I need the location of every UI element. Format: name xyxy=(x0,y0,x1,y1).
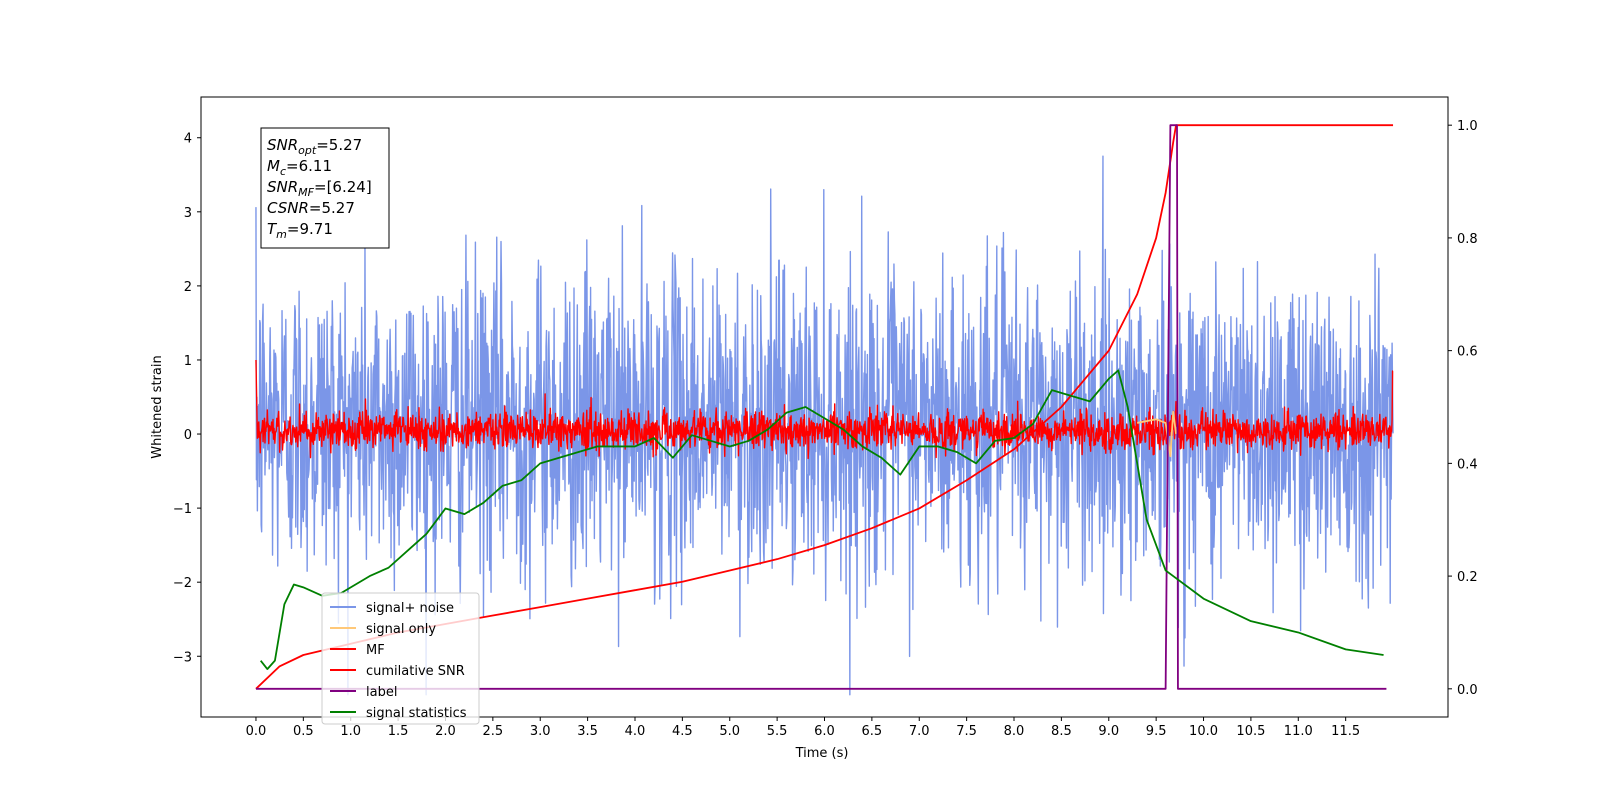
x-tick-label: 4.5 xyxy=(672,724,693,739)
annotation-subscript: m xyxy=(276,228,287,241)
y2-tick-label: 0.4 xyxy=(1457,457,1478,472)
annotation-line: Mc=6.11 xyxy=(267,157,332,178)
annotation-line: SNRMF=[6.24] xyxy=(267,178,372,199)
annotation-value: =5.27 xyxy=(309,199,355,217)
y-tick-label: −3 xyxy=(173,650,192,665)
x-tick-label: 5.0 xyxy=(719,724,740,739)
x-tick-label: 6.5 xyxy=(862,724,883,739)
annotation-subscript: opt xyxy=(298,144,317,157)
y-tick-label: 3 xyxy=(184,206,192,221)
annotation-symbol: M xyxy=(267,157,280,175)
y-tick-label: 0 xyxy=(184,428,192,443)
x-tick-label: 2.5 xyxy=(483,724,504,739)
y2-tick-label: 0.0 xyxy=(1457,683,1478,698)
series-line-signal-noise xyxy=(255,155,1394,696)
x-tick-label: 11.0 xyxy=(1284,724,1313,739)
x-axis-label: Time (s) xyxy=(795,746,849,761)
annotation-symbol: SNR xyxy=(267,136,298,154)
annotation-line: Tm=9.71 xyxy=(267,220,333,241)
x-tick-label: 6.0 xyxy=(814,724,835,739)
annotation-line: SNRopt=5.27 xyxy=(267,136,362,157)
annotation-subscript: MF xyxy=(298,186,314,199)
x-tick-label: 8.0 xyxy=(1004,724,1025,739)
annotation-value: =5.27 xyxy=(316,136,362,154)
legend-label: signal+ noise xyxy=(366,601,454,616)
y2-tick-label: 0.8 xyxy=(1457,232,1478,247)
legend-label: label xyxy=(366,685,397,700)
x-tick-label: 11.5 xyxy=(1331,724,1360,739)
annotation-symbol: SNR xyxy=(267,178,298,196)
x-tick-label: 8.5 xyxy=(1051,724,1072,739)
annotation-value: =9.71 xyxy=(287,220,333,238)
x-tick-label: 9.5 xyxy=(1146,724,1167,739)
y-tick-label: 1 xyxy=(184,354,192,369)
x-tick-label: 0.0 xyxy=(246,724,267,739)
x-tick-label: 4.0 xyxy=(625,724,646,739)
x-tick-label: 5.5 xyxy=(767,724,788,739)
y-tick-label: 2 xyxy=(184,280,192,295)
x-tick-label: 10.0 xyxy=(1189,724,1218,739)
y-axis-label: Whitened strain xyxy=(150,355,165,458)
stats-annotation-box: SNRopt=5.27Mc=6.11SNRMF=[6.24]CSNR=5.27T… xyxy=(260,127,390,249)
legend-label: signal statistics xyxy=(366,706,467,721)
legend-label: MF xyxy=(366,643,385,658)
legend-frame xyxy=(321,592,480,725)
legend-label: signal only xyxy=(366,622,436,637)
x-tick-label: 2.0 xyxy=(435,724,456,739)
x-tick-label: 1.0 xyxy=(340,724,361,739)
legend: signal+ noise signal only MF cumilative SNR… xyxy=(321,592,480,725)
annotation-value: =6.11 xyxy=(286,157,332,175)
annotation-symbol: CSNR xyxy=(267,199,309,217)
x-tick-label: 10.5 xyxy=(1236,724,1265,739)
annotation-subscript: c xyxy=(280,165,286,178)
x-tick-label: 7.5 xyxy=(956,724,977,739)
series-line-mf xyxy=(255,359,1394,460)
x-tick-label: 7.0 xyxy=(909,724,930,739)
y-tick-label: −1 xyxy=(173,502,192,517)
y-tick-label: 4 xyxy=(184,132,192,147)
annotation-frame xyxy=(260,127,390,249)
x-tick-label: 3.5 xyxy=(577,724,598,739)
series-line-signal-statistics xyxy=(259,369,1384,670)
x-tick-label: 0.5 xyxy=(293,724,314,739)
legend-label: cumilative SNR xyxy=(366,664,465,679)
y2-tick-label: 1.0 xyxy=(1457,119,1478,134)
x-tick-label: 9.0 xyxy=(1098,724,1119,739)
annotation-line: CSNR=5.27 xyxy=(267,199,355,217)
y-axis-right: 0.0 0.2 0.4 0.6 0.8 1.0 xyxy=(1448,119,1478,698)
x-tick-label: 1.5 xyxy=(388,724,409,739)
x-axis: 0.0 0.5 1.0 1.5 2.0 2.5 3.0 3.5 4.0 4.5 5.0 5.5 6.0 6… xyxy=(246,717,1360,739)
annotation-value: =[6.24] xyxy=(314,178,372,196)
series-line-label xyxy=(255,124,1387,690)
annotation-symbol: T xyxy=(267,220,278,238)
y2-tick-label: 0.6 xyxy=(1457,345,1478,360)
y-axis-left: 4 3 2 1 0 −1 −2 −3 xyxy=(173,132,201,665)
y2-tick-label: 0.2 xyxy=(1457,570,1478,585)
x-tick-label: 3.0 xyxy=(530,724,551,739)
y-tick-label: −2 xyxy=(173,576,192,591)
